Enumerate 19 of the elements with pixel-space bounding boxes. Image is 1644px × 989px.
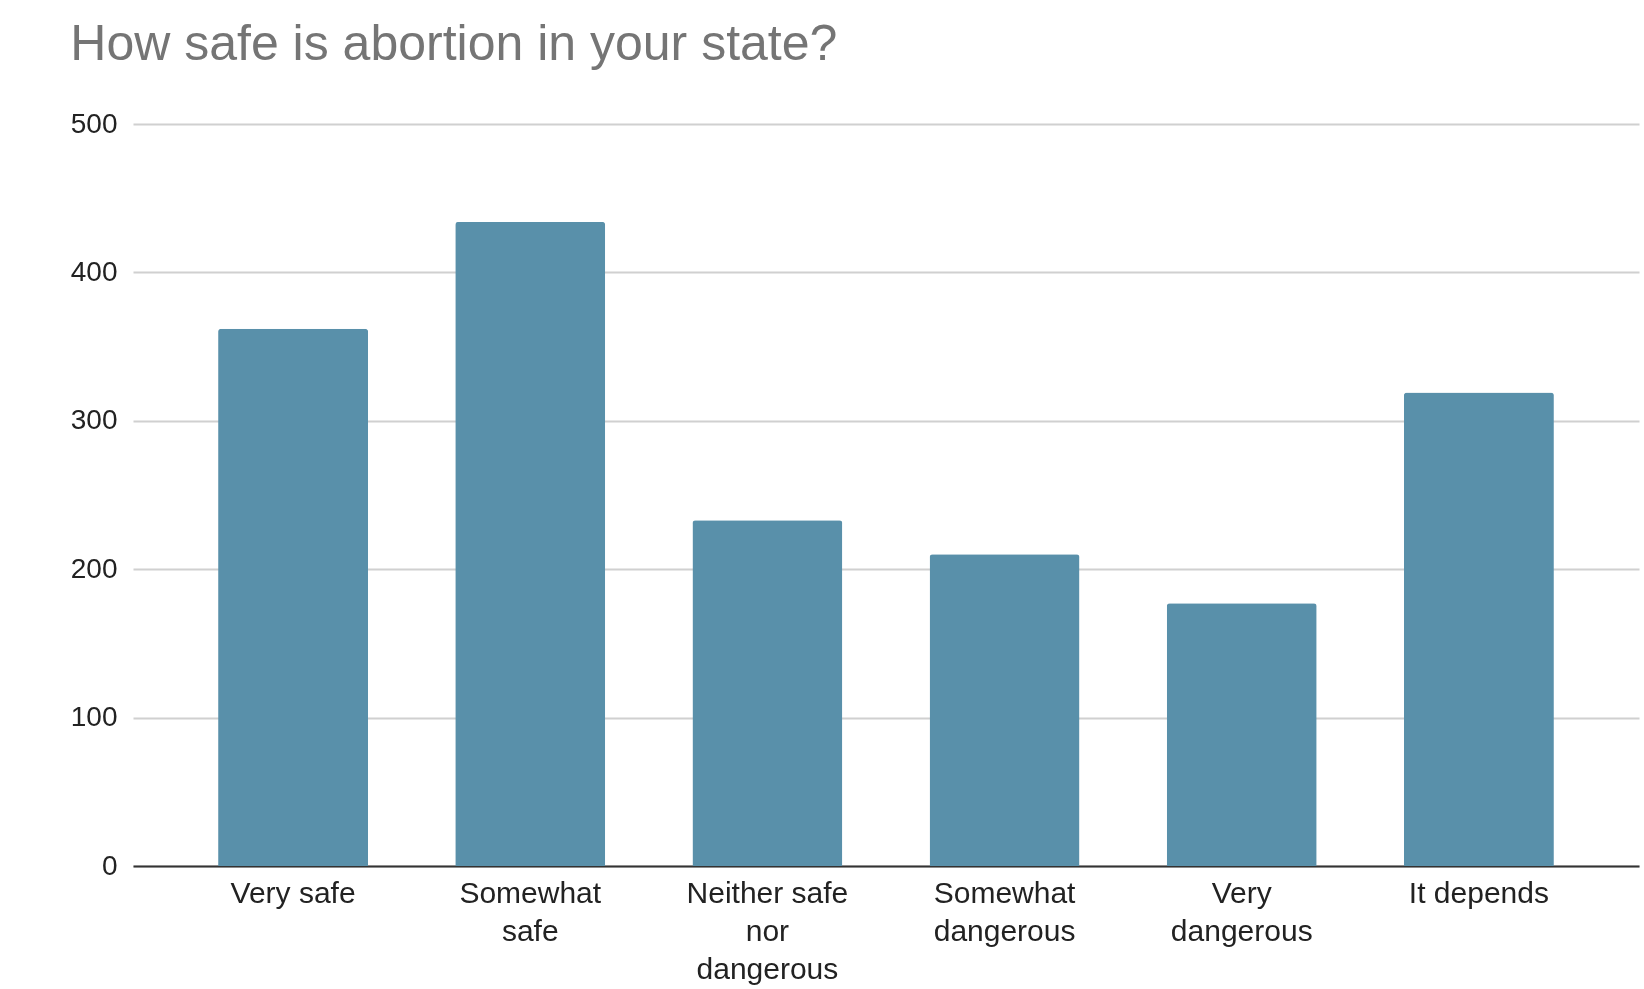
bar <box>455 221 606 866</box>
x-tick-label: It depends <box>1408 875 1549 909</box>
x-tick-label: Somewhat safe <box>459 875 602 947</box>
y-tick-label: 100 <box>70 701 118 733</box>
bar <box>1403 392 1554 866</box>
x-tick-label: Very safe <box>230 875 356 909</box>
y-tick-label: 300 <box>70 404 118 436</box>
bar <box>218 328 369 866</box>
chart-title: How safe is abortion in your state? <box>70 15 838 71</box>
bar <box>1166 603 1317 866</box>
x-tick-label: Somewhat dangerous <box>933 875 1077 947</box>
y-tick-label: 400 <box>70 255 118 287</box>
y-tick-label: 200 <box>70 552 118 584</box>
x-tick-label: Very dangerous <box>1170 875 1313 947</box>
x-tick-label: Neither safe nor dangerous <box>686 875 849 985</box>
y-tick-label: 500 <box>70 107 118 139</box>
y-tick-label: 0 <box>101 849 118 881</box>
bar <box>692 520 843 866</box>
bar <box>929 554 1080 866</box>
